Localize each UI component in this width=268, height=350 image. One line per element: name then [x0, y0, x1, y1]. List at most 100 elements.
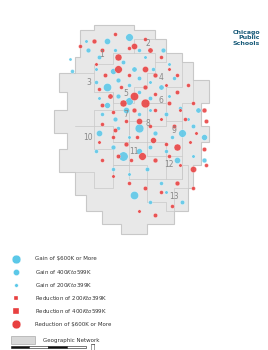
Point [151, 137, 155, 142]
Point [164, 141, 168, 147]
Point [175, 144, 179, 149]
Point [143, 84, 147, 90]
Point [124, 141, 128, 147]
Point [193, 130, 198, 135]
Point [118, 84, 123, 90]
Point [126, 171, 131, 177]
Text: Reduction of $400K to $599K: Reduction of $400K to $599K [35, 307, 107, 315]
Point [169, 134, 174, 140]
Text: Gain of $600K or More: Gain of $600K or More [35, 256, 96, 261]
Point [204, 119, 209, 124]
Point [105, 38, 109, 44]
Point [137, 208, 142, 213]
Point [113, 48, 117, 53]
Point [153, 107, 158, 113]
Point [164, 190, 168, 195]
Text: 8: 8 [145, 119, 150, 128]
Point [110, 109, 115, 115]
Point [164, 148, 168, 154]
Point [110, 68, 115, 74]
Point [124, 119, 128, 124]
Point [116, 66, 120, 71]
Point [113, 32, 117, 37]
Point [191, 100, 195, 106]
Point [180, 130, 184, 135]
Point [175, 158, 179, 163]
Point [169, 203, 174, 209]
Text: 12: 12 [164, 160, 174, 169]
Point [177, 107, 182, 113]
Point [105, 84, 109, 90]
Point [137, 75, 142, 80]
Point [110, 167, 115, 172]
Point [161, 48, 166, 53]
Point [116, 54, 120, 60]
Point [153, 73, 158, 78]
Point [137, 148, 142, 154]
Point [151, 66, 155, 71]
Point [167, 66, 171, 71]
Point [143, 100, 147, 106]
Point [121, 100, 125, 106]
Point [148, 107, 152, 113]
Point [132, 107, 136, 113]
Bar [11, 336, 35, 344]
Point [126, 45, 131, 51]
Point [148, 48, 152, 53]
Point [97, 139, 101, 145]
Point [68, 57, 72, 62]
Text: Geographic Network: Geographic Network [43, 338, 99, 343]
Text: 2: 2 [145, 39, 150, 48]
Point [97, 130, 101, 135]
Point [132, 43, 136, 48]
Point [126, 98, 131, 104]
Point [167, 153, 171, 159]
Point [202, 107, 206, 113]
Point [159, 84, 163, 90]
Point [116, 77, 120, 83]
Point [204, 162, 209, 168]
Point [110, 134, 115, 140]
Text: 1: 1 [99, 50, 104, 60]
Point [191, 167, 195, 172]
Text: 3: 3 [86, 78, 91, 87]
Text: 7: 7 [124, 110, 128, 119]
Point [100, 121, 104, 126]
Text: 4: 4 [158, 73, 163, 82]
Bar [29, 345, 48, 348]
Point [191, 185, 195, 191]
Point [102, 73, 107, 78]
Point [86, 48, 91, 53]
Point [116, 153, 120, 159]
Point [143, 66, 147, 71]
Point [14, 269, 18, 275]
Text: 5: 5 [124, 89, 128, 98]
Polygon shape [54, 25, 209, 234]
Point [185, 116, 190, 122]
Point [14, 321, 18, 327]
Point [167, 100, 171, 106]
Point [140, 153, 144, 159]
Point [180, 199, 184, 204]
Point [159, 190, 163, 195]
Point [164, 82, 168, 88]
Point [143, 54, 147, 60]
Text: Chicago
Public
Schools: Chicago Public Schools [232, 30, 260, 46]
Text: 13: 13 [169, 193, 179, 202]
Point [100, 158, 104, 163]
Point [153, 158, 158, 163]
Point [132, 93, 136, 99]
Point [159, 181, 163, 186]
Point [113, 128, 117, 133]
Point [137, 89, 142, 94]
Point [92, 38, 96, 44]
Point [70, 68, 75, 74]
Point [202, 134, 206, 140]
Point [14, 295, 18, 301]
Text: 9: 9 [172, 126, 177, 135]
Point [132, 192, 136, 197]
Point [108, 93, 112, 99]
Point [167, 93, 171, 99]
Point [132, 66, 136, 71]
Text: CPS SCHOOLS WITH GAINS OR REDUCTIONS OF $200K OR MORE IN TOTAL FUNDS: CPS SCHOOLS WITH GAINS OR REDUCTIONS OF … [0, 8, 268, 14]
